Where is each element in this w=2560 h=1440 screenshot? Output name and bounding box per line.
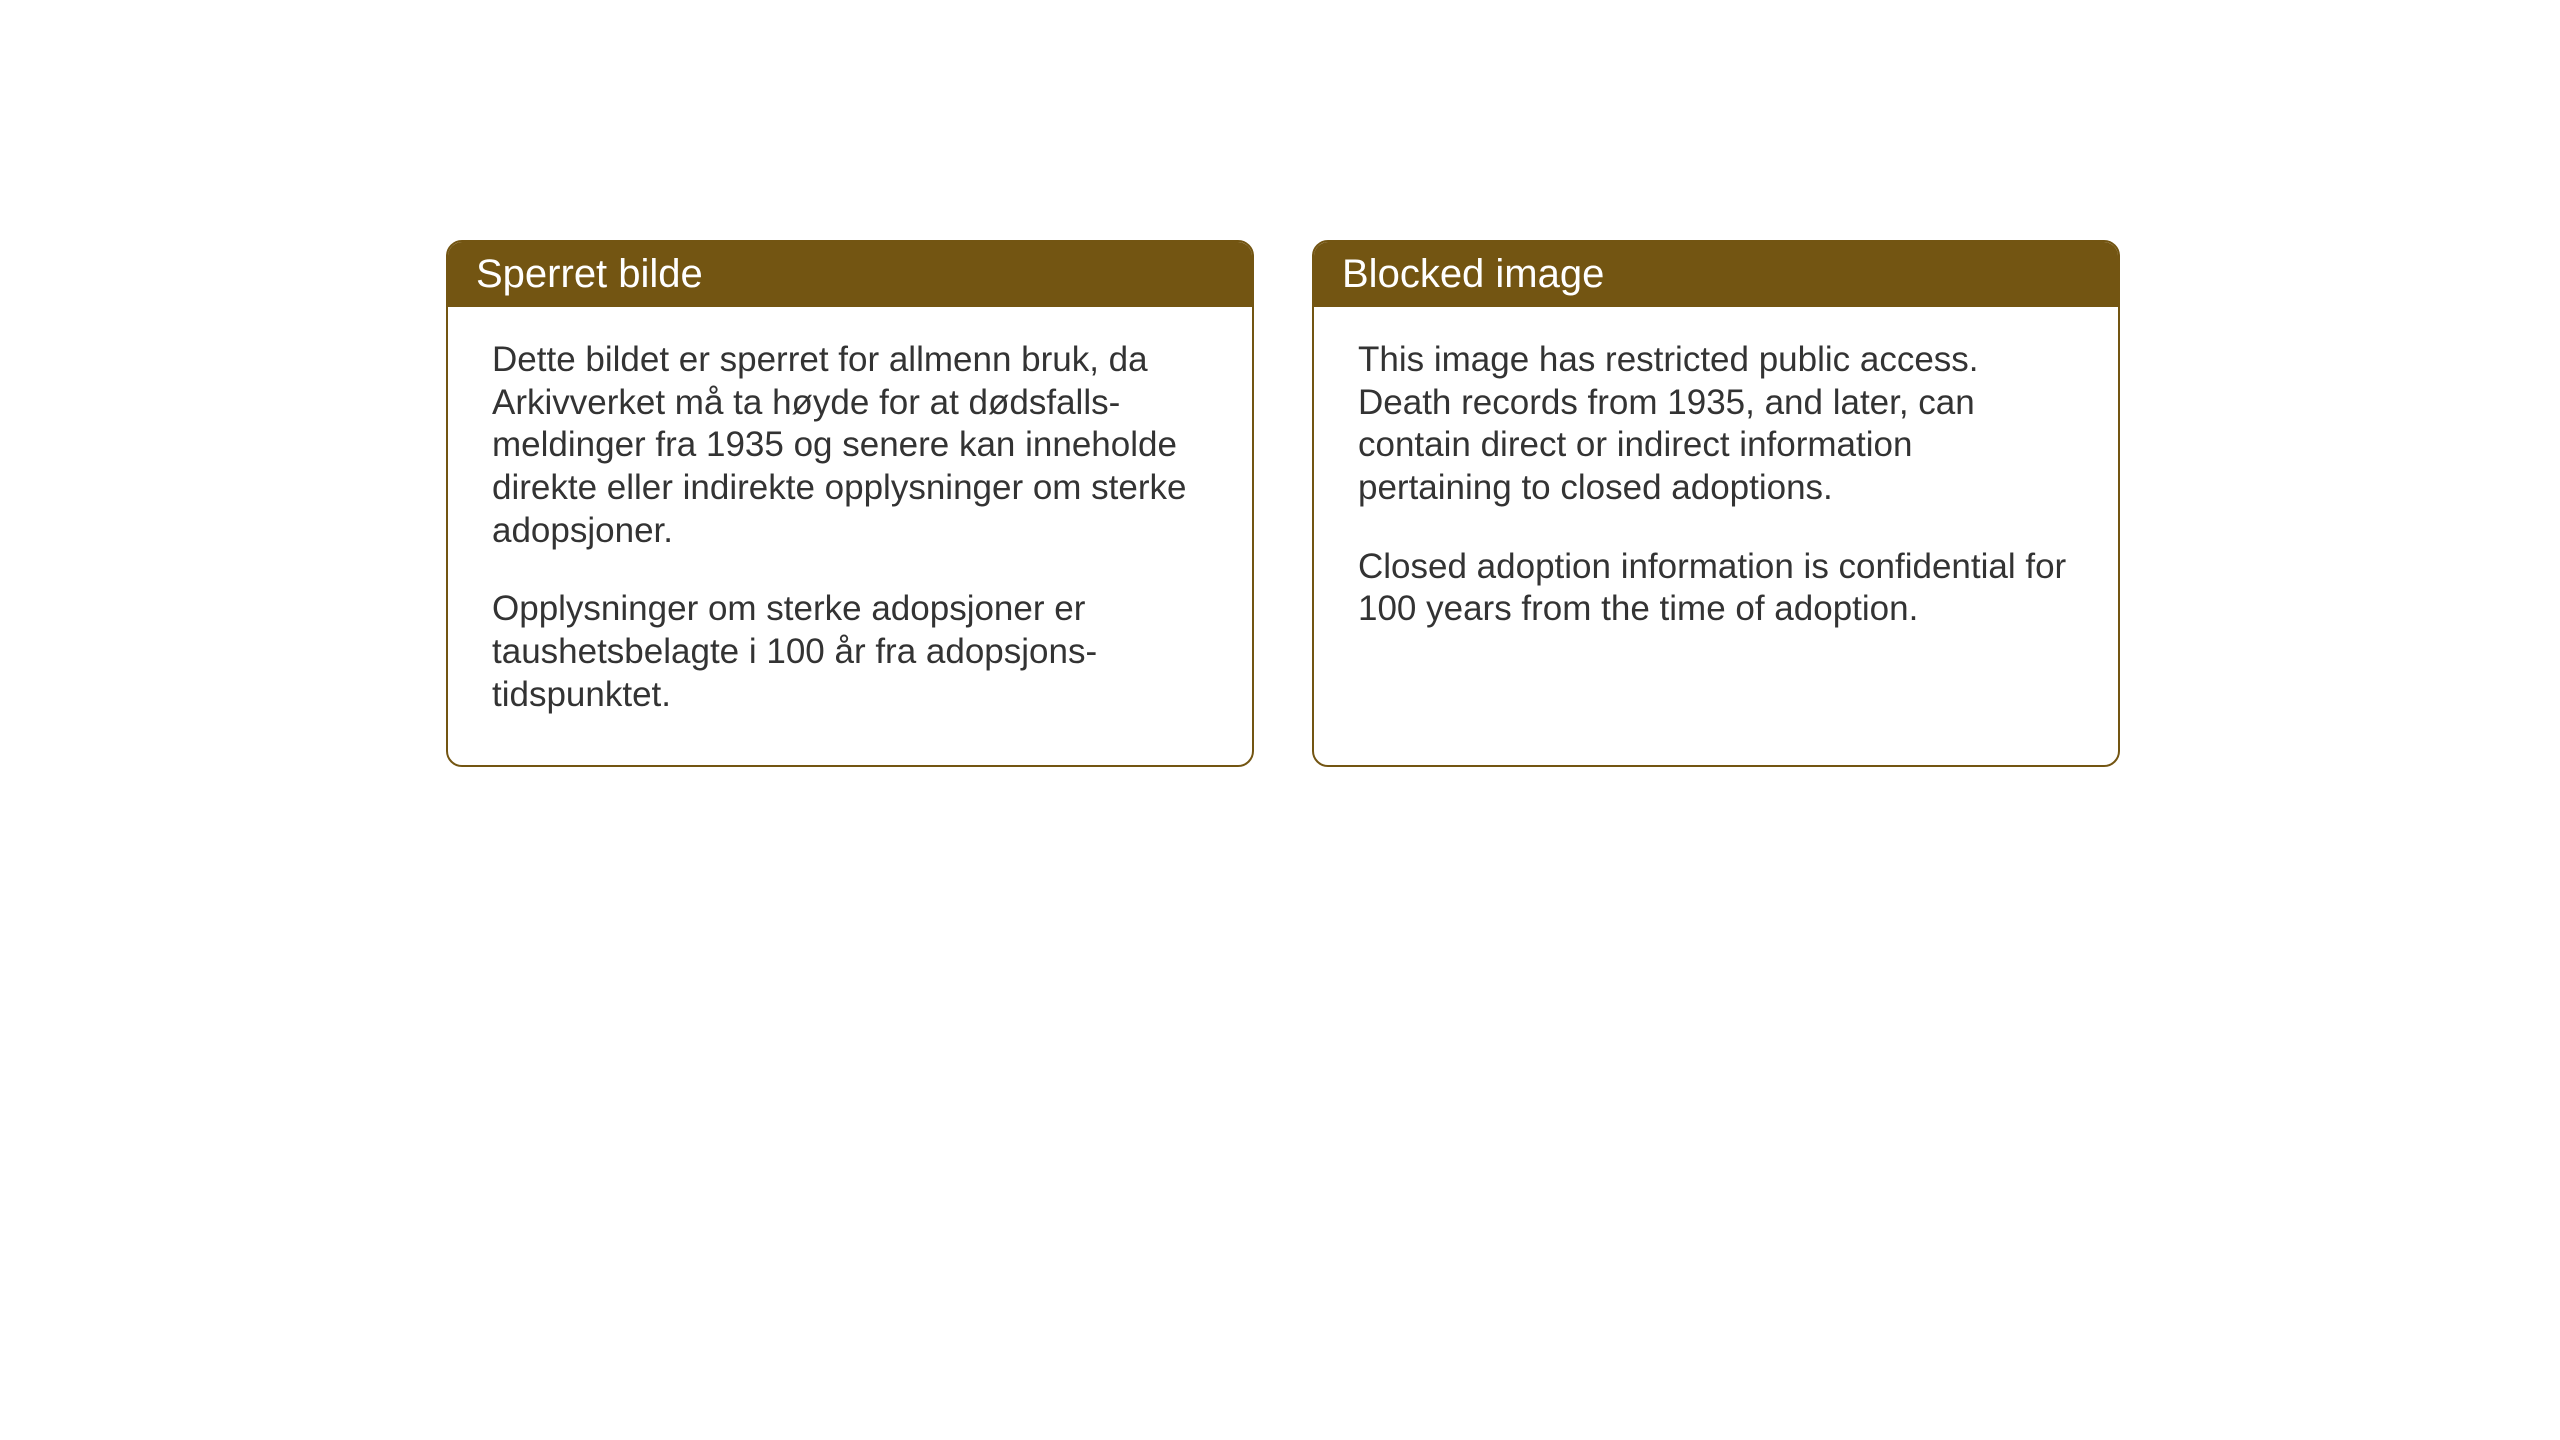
card-title-norwegian: Sperret bilde <box>476 252 703 296</box>
card-header-english: Blocked image <box>1314 242 2118 307</box>
card-paragraph-2-norwegian: Opplysninger om sterke adopsjoner er tau… <box>492 588 1208 716</box>
card-paragraph-1-norwegian: Dette bildet er sperret for allmenn bruk… <box>492 339 1208 552</box>
card-header-norwegian: Sperret bilde <box>448 242 1252 307</box>
card-body-norwegian: Dette bildet er sperret for allmenn bruk… <box>448 307 1252 765</box>
cards-container: Sperret bilde Dette bildet er sperret fo… <box>446 240 2120 767</box>
card-english: Blocked image This image has restricted … <box>1312 240 2120 767</box>
card-paragraph-2-english: Closed adoption information is confident… <box>1358 546 2074 631</box>
card-norwegian: Sperret bilde Dette bildet er sperret fo… <box>446 240 1254 767</box>
card-title-english: Blocked image <box>1342 252 1604 296</box>
card-body-english: This image has restricted public access.… <box>1314 307 2118 679</box>
card-paragraph-1-english: This image has restricted public access.… <box>1358 339 2074 510</box>
